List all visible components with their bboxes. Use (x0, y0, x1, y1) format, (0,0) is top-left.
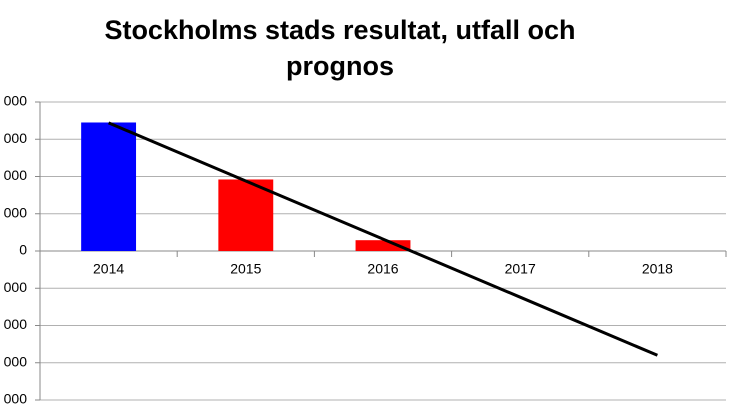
trend-line (108, 121, 658, 357)
y-tick-label: -1 000 (0, 279, 27, 295)
y-tick-label: -2 000 (0, 316, 27, 332)
x-tick-label: 2016 (367, 261, 398, 277)
x-tick-label: 2018 (642, 261, 673, 277)
y-tick-label: 2 000 (0, 167, 27, 183)
bar (81, 122, 137, 251)
x-tick-label: 2015 (230, 261, 261, 277)
y-tick-label: 0 (19, 242, 27, 258)
y-tick-label: -4 000 (0, 391, 27, 407)
y-tick-label: -3 000 (0, 353, 27, 369)
y-tick-label: 4 000 (0, 93, 27, 109)
bar (218, 179, 274, 251)
chart-title: Stockholms stads resultat, utfall och pr… (104, 15, 576, 81)
x-tick-label: 2017 (505, 261, 536, 277)
bar (355, 240, 411, 251)
x-tick-label: 2014 (93, 261, 124, 277)
y-tick-label: 1 000 (0, 204, 27, 220)
y-tick-label: 3 000 (0, 130, 27, 146)
